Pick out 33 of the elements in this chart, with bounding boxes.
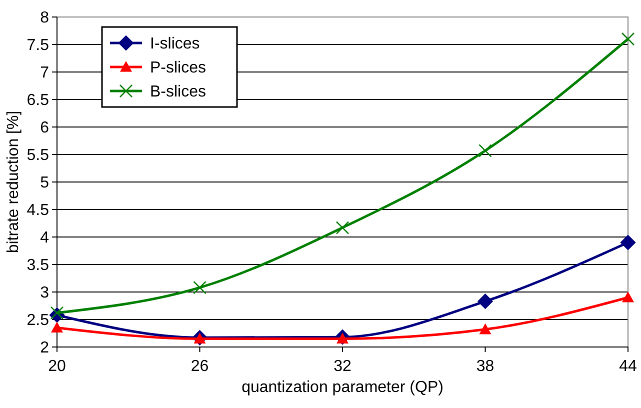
- point: [479, 323, 492, 334]
- y-tick-label: 2: [40, 340, 50, 357]
- x-tick-label: 44: [619, 358, 637, 375]
- x-tick-label: 38: [476, 358, 494, 375]
- x-axis-title: quantization parameter (QP): [242, 379, 444, 396]
- point: [50, 306, 64, 320]
- point: [477, 294, 494, 310]
- y-tick-label: 7.5: [26, 37, 50, 54]
- y-tick-label: 6.5: [26, 92, 50, 110]
- x-tick-label: 32: [334, 358, 352, 375]
- legend-label: B-slices: [150, 84, 206, 101]
- point: [620, 234, 636, 250]
- y-tick-label: 6: [40, 120, 50, 137]
- y-tick-label: 8: [40, 10, 50, 27]
- y-tick-label: 5: [40, 174, 50, 192]
- y-tick-label: 2.5: [26, 312, 50, 330]
- x-tick-label: 26: [190, 358, 209, 375]
- point: [622, 292, 634, 302]
- y-tick-label: 3.5: [26, 257, 50, 274]
- y-tick-label: 4: [40, 230, 50, 247]
- y-tick-label: 3: [40, 284, 50, 302]
- y-tick-label: 4.5: [26, 202, 50, 220]
- x-tick-label: 20: [48, 358, 66, 375]
- y-axis-title: bitrate reduction [%]: [5, 110, 22, 254]
- y-tick-label: 5.5: [26, 147, 50, 164]
- point: [336, 221, 350, 234]
- legend-label: P-slices: [150, 60, 206, 77]
- y-tick-label: 7: [40, 64, 50, 82]
- point: [478, 144, 492, 158]
- point: [193, 280, 206, 294]
- point: [51, 322, 63, 333]
- legend-label: I-slices: [150, 36, 200, 53]
- point: [621, 32, 635, 46]
